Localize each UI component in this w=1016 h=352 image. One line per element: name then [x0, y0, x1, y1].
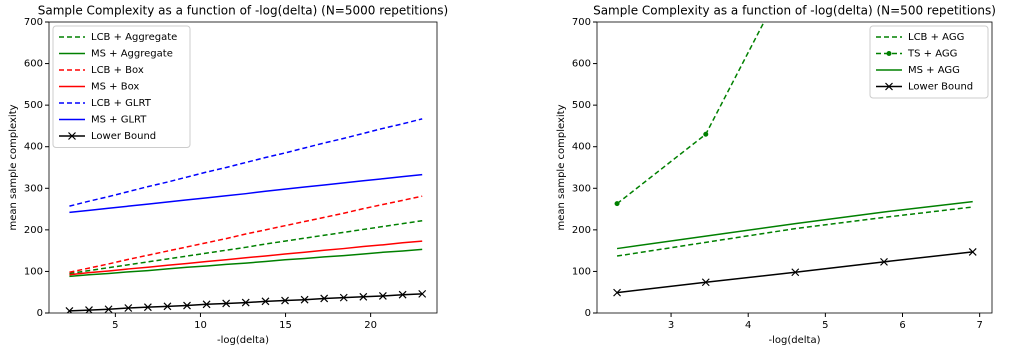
legend-marker — [886, 51, 892, 56]
plot-frame — [48, 21, 438, 314]
y-tick-label: 500 — [572, 100, 591, 111]
marker — [85, 306, 93, 313]
y-tick-label: 400 — [572, 142, 591, 153]
marker — [281, 296, 289, 305]
marker — [359, 292, 368, 301]
legend-label: LCB + Box — [91, 65, 144, 76]
chart: Sample Complexity as a function of -log(… — [556, 4, 996, 347]
y-tick-label: 600 — [572, 59, 591, 70]
legend-label: TS + AGG — [907, 49, 957, 60]
marker — [300, 295, 309, 304]
marker — [378, 292, 387, 300]
marker — [703, 131, 709, 137]
plot-frame — [596, 21, 993, 314]
y-tick-label: 0 — [37, 308, 43, 319]
marker — [701, 278, 710, 287]
y-tick-label: 300 — [572, 183, 591, 194]
y-axis-label: mean sample complexity — [8, 104, 19, 230]
series-line — [616, 206, 973, 257]
series-line — [69, 173, 423, 214]
series-line — [69, 118, 423, 207]
marker — [320, 294, 329, 303]
legend-label: MS + Aggregate — [91, 49, 173, 60]
x-tick-label: 10 — [194, 320, 207, 331]
legend-label: LCB + AGG — [908, 32, 964, 43]
marker — [339, 293, 348, 302]
marker — [968, 247, 977, 256]
x-axis-label: -log(delta) — [217, 335, 269, 346]
marker — [104, 305, 113, 313]
y-tick-label: 200 — [24, 225, 43, 236]
marker — [418, 289, 427, 298]
marker — [261, 297, 270, 306]
marker — [202, 300, 211, 309]
y-tick-label: 700 — [24, 17, 43, 28]
x-axis-label: -log(delta) — [769, 335, 821, 346]
legend-box — [869, 25, 989, 99]
marker — [143, 303, 152, 312]
marker — [124, 304, 133, 312]
legend-label: LCB + Aggregate — [91, 32, 177, 43]
series-line — [616, 22, 765, 205]
marker — [791, 268, 800, 277]
legend-label: MS + GLRT — [91, 115, 147, 126]
x-tick-label: 4 — [745, 320, 751, 331]
series-line — [69, 195, 423, 273]
marker — [880, 257, 888, 266]
x-tick-label: 7 — [976, 320, 982, 331]
legend-label: Lower Bound — [908, 82, 973, 93]
marker — [222, 299, 231, 308]
x-tick-label: 3 — [668, 320, 674, 331]
y-tick-label: 500 — [24, 100, 43, 111]
marker — [241, 298, 250, 307]
y-tick-label: 0 — [585, 308, 591, 319]
y-tick-label: 100 — [24, 266, 43, 277]
series-line — [69, 248, 423, 278]
series-line — [69, 240, 423, 276]
marker — [163, 302, 172, 311]
y-tick-label: 600 — [24, 59, 43, 70]
plot-area — [65, 118, 427, 313]
x-tick-label: 15 — [279, 320, 292, 331]
legend-label: MS + AGG — [908, 65, 960, 76]
legend-marker — [68, 132, 76, 140]
x-tick-label: 5 — [822, 320, 828, 331]
y-axis-label: mean sample complexity — [556, 104, 567, 230]
y-tick-label: 200 — [572, 225, 591, 236]
marker — [614, 201, 620, 207]
marker — [613, 288, 621, 297]
series-line — [69, 219, 423, 275]
x-tick-label: 20 — [364, 320, 377, 331]
chart-title: Sample Complexity as a function of -log(… — [38, 4, 448, 18]
y-tick-label: 300 — [24, 183, 43, 194]
plot-area — [613, 22, 977, 297]
chart: Sample Complexity as a function of -log(… — [8, 4, 448, 347]
chart-title: Sample Complexity as a function of -log(… — [593, 4, 996, 18]
legend-marker — [885, 82, 893, 91]
series-line — [616, 200, 973, 250]
marker — [398, 290, 407, 299]
y-tick-label: 400 — [24, 142, 43, 153]
marker — [183, 301, 191, 310]
y-tick-label: 100 — [572, 266, 591, 277]
legend-label: MS + Box — [91, 82, 139, 93]
legend-label: LCB + GLRT — [91, 98, 152, 109]
x-tick-label: 6 — [899, 320, 905, 331]
marker — [65, 306, 74, 313]
legend-box — [52, 25, 191, 148]
legend-label: Lower Bound — [91, 131, 156, 142]
y-tick-label: 700 — [572, 17, 591, 28]
x-tick-label: 5 — [112, 320, 118, 331]
